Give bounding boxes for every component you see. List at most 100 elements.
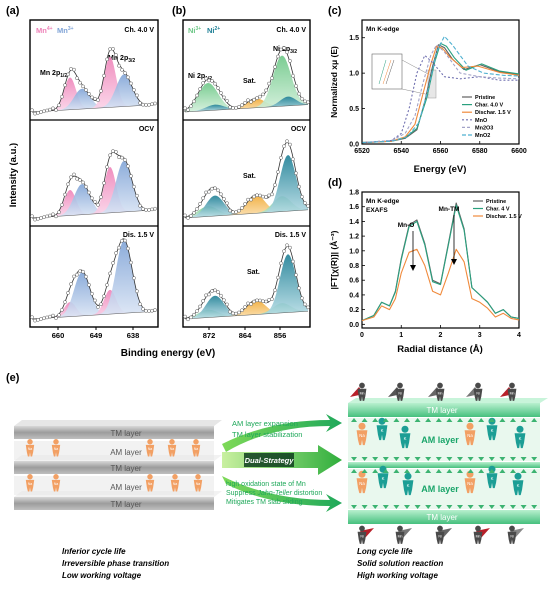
panel-a-spectra <box>30 46 157 323</box>
a-spectra-datapoint <box>63 300 67 304</box>
b-spectra-datapoint <box>198 87 202 91</box>
right-spring-arrow <box>467 457 474 461</box>
a-spectra-datapoint <box>120 238 124 243</box>
row-label-b-2: OCV <box>291 126 307 133</box>
b-spectra-datapoint <box>282 46 286 50</box>
b-spectra-datapoint <box>246 98 250 103</box>
a-spectra-datapoint <box>75 272 79 277</box>
b-spectra-datapoint <box>264 88 268 93</box>
b-spectra-datapoint <box>303 99 307 104</box>
c-legend-entry: Dischar. 1.5 V <box>475 110 511 116</box>
b-spectra-datapoint <box>303 201 307 205</box>
b-spectra-datapoint <box>249 302 253 306</box>
right-spring-arrow <box>435 505 442 509</box>
a-spectra-datapoint <box>96 305 100 309</box>
c-legend-entry: Char. 4.0 V <box>475 103 503 109</box>
right-spring-arrow <box>372 457 379 461</box>
right-k-figure-3-label: K <box>404 436 407 441</box>
a-spectra-datapoint <box>135 193 139 198</box>
panel-d-ylabel: |FT[χ(R)]| (Å⁻³) <box>329 230 339 289</box>
b-spectra-datapoint <box>204 293 208 298</box>
a-spectra-datapoint <box>153 308 157 312</box>
hero-top-5-head <box>509 382 515 389</box>
a-spectra-component-1-1 <box>32 77 156 112</box>
right-spring-arrow <box>531 457 538 461</box>
left-na-figure-4: Na <box>167 439 177 457</box>
b-spectra-datapoint <box>264 299 268 304</box>
right-spring-arrow <box>499 457 506 461</box>
b-spectra-datapoint <box>195 309 199 313</box>
a-spectra-datapoint <box>135 289 139 294</box>
right-spring-arrow <box>382 457 389 461</box>
a-spectra-datapoint <box>153 101 157 106</box>
hero-bottom-3-head <box>437 525 443 532</box>
panel-d-label: (d) <box>328 177 342 189</box>
a-spectra-datapoint <box>78 269 82 274</box>
row-label-a-1: Ch. 4.0 V <box>124 27 154 34</box>
a-spectra-datapoint <box>141 307 145 311</box>
left-tm-slab-3 <box>14 497 214 510</box>
b-spectra-datapoint <box>219 293 223 298</box>
panel-d-lines <box>361 202 520 322</box>
right-spring-arrow <box>414 469 421 473</box>
b-spectra-datapoint <box>243 305 247 309</box>
left-na-figure-6-head <box>27 474 33 480</box>
b-spectra-datapoint <box>186 107 190 112</box>
right-k-figure-8-body <box>377 473 389 489</box>
b-spectra-datapoint <box>189 104 193 109</box>
right-k-figure-9: K <box>402 472 414 496</box>
right-spring-arrow <box>478 418 485 422</box>
inset-connector-1 <box>401 59 431 76</box>
b-spectra-datapoint <box>222 95 226 100</box>
a-spectra-datapoint <box>39 317 43 321</box>
left-na-figure-3-body <box>145 444 155 457</box>
ab-ylabel: Intensity (a.u.) <box>8 143 19 207</box>
right-k-figure-3-head <box>401 425 409 433</box>
left-na-figure-10-head <box>195 474 201 480</box>
left-na-figure-2-body <box>51 444 61 457</box>
right-spring-arrow <box>435 418 442 422</box>
right-spring-arrow <box>478 457 485 461</box>
b-spectra-datapoint <box>240 308 244 313</box>
b-spectra-datapoint <box>231 311 235 316</box>
arrow-bottom-text-2: Suppress Jahn-Teller distortion <box>226 490 322 497</box>
b-spectra-datapoint <box>246 301 250 306</box>
b-spectra-datapoint <box>183 213 187 218</box>
right-caption-1: Long cycle life <box>357 547 413 556</box>
a-spectra-datapoint <box>141 102 145 107</box>
a-spectra-datapoint <box>111 46 115 51</box>
b-spectra-baseline-1 <box>184 104 309 113</box>
sat-label-3: Sat. <box>247 269 260 276</box>
right-k-figure-11-head <box>488 465 496 473</box>
a-spectra-baseline-2 <box>31 209 157 219</box>
left-na-figure-1: Na <box>25 439 35 457</box>
b-spectra-datapoint <box>267 298 271 302</box>
a-spectra-datapoint <box>141 207 145 211</box>
a-spectra-datapoint <box>30 315 34 320</box>
right-k-figure-9-label: K <box>407 483 410 488</box>
a-spectra-datapoint <box>33 217 37 222</box>
b-spectra-datapoint <box>186 317 190 322</box>
left-na-figure-7-label: Na <box>54 482 58 486</box>
right-spring-arrow <box>488 505 495 509</box>
right-k-figure-6: K <box>514 425 526 449</box>
a-spectra-datapoint <box>147 208 151 212</box>
b-spectra-datapoint <box>243 100 247 105</box>
right-k-figure-6-body <box>514 433 526 449</box>
right-k-figure-12-label: K <box>517 483 520 488</box>
a-spectra-datapoint <box>66 291 70 295</box>
right-spring-arrow <box>520 469 527 473</box>
b-spectra-datapoint <box>249 197 253 202</box>
b-spectra-datapoint <box>189 213 193 218</box>
b-spectra-datapoint <box>261 194 265 199</box>
right-k-figure-11-label: K <box>491 476 494 481</box>
left-layer-4: AM layer <box>110 483 142 492</box>
a-spectra-datapoint <box>123 158 127 162</box>
hero-top-3-body <box>435 388 445 401</box>
b-spectra-datapoint <box>189 315 193 320</box>
panel-b-frame <box>182 19 311 328</box>
b-spectra-datapoint <box>255 298 259 303</box>
right-spring-arrow <box>478 469 485 473</box>
b-spectra-component-3-2 <box>185 295 308 319</box>
